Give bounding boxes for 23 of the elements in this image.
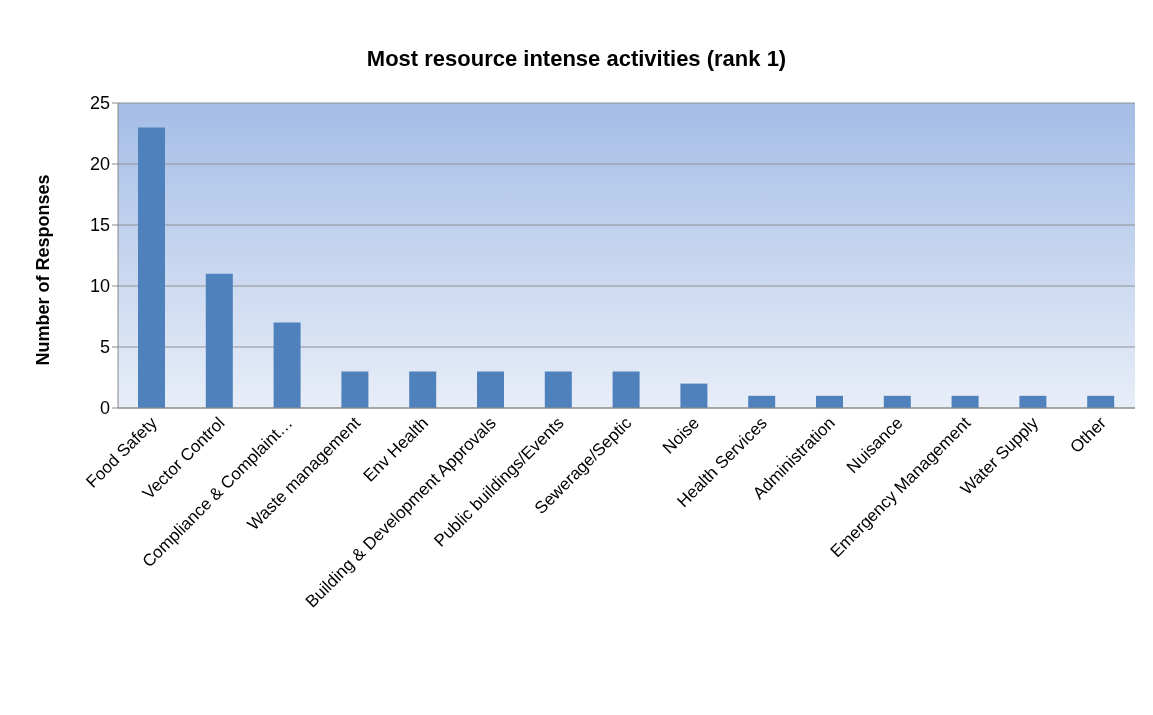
bar — [205, 273, 233, 408]
y-tick-label: 20 — [89, 154, 110, 175]
bar — [409, 371, 437, 408]
bar — [883, 395, 911, 408]
y-tick-label: 10 — [89, 276, 110, 297]
bar — [951, 395, 979, 408]
bar — [612, 371, 640, 408]
bar — [138, 127, 165, 408]
bar — [341, 371, 369, 408]
bar — [748, 395, 776, 408]
y-tick-label: 5 — [99, 337, 110, 358]
y-tick-label: 15 — [89, 215, 110, 236]
bar — [1087, 395, 1115, 408]
bar — [1019, 395, 1047, 408]
bar — [544, 371, 572, 408]
y-tick-label: 0 — [99, 398, 110, 419]
bar — [273, 322, 301, 408]
y-axis-title: Number of Responses — [33, 174, 54, 366]
y-tick-label: 25 — [89, 93, 110, 114]
bar — [680, 383, 708, 408]
chart-title: Most resource intense activities (rank 1) — [365, 46, 788, 72]
bar — [477, 371, 504, 408]
bar — [816, 395, 843, 408]
